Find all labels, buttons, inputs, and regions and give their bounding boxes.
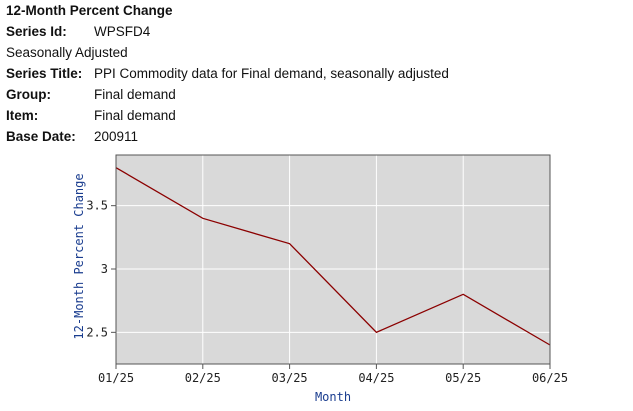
y-tick-label: 3.5 (86, 199, 108, 213)
series-line (115, 167, 551, 346)
item-label: Item: (6, 108, 39, 123)
y-axis-title: 12-Month Percent Change (72, 173, 86, 339)
series-title-value: PPI Commodity data for Final demand, sea… (94, 66, 449, 81)
axis-ticks: 01/25 02/25 03/25 04/25 05/25 06/25 2.5 3 3.5 (86, 199, 568, 385)
plot-frame (115, 154, 551, 365)
series-info: 12-Month Percent Change Series Id: WPSFD… (6, 0, 449, 147)
item-value: Final demand (94, 108, 176, 123)
chart-page-title: 12-Month Percent Change (6, 3, 173, 18)
plot-area (116, 155, 550, 364)
y-tick-label: 3 (101, 262, 108, 276)
x-tick-label: 02/25 (185, 371, 221, 385)
x-axis-title: Month (315, 390, 351, 404)
series-id-value: WPSFD4 (94, 24, 151, 39)
group-value: Final demand (94, 87, 176, 102)
series-title-label: Series Title: (6, 66, 83, 81)
base-date-value: 200911 (94, 129, 139, 144)
grid-lines (116, 155, 550, 364)
y-tick-label: 2.5 (86, 325, 108, 339)
series-title-row: Series Title: PPI Commodity data for Fin… (6, 63, 449, 84)
seasonal-adjustment-text: Seasonally Adjusted (6, 45, 128, 60)
x-tick-label: 05/25 (445, 371, 481, 385)
x-tick-label: 04/25 (358, 371, 394, 385)
x-tick-label: 03/25 (272, 371, 308, 385)
item-row: Item: Final demand (6, 105, 449, 126)
x-tick-label: 01/25 (98, 371, 134, 385)
series-id-label: Series Id: (6, 24, 67, 39)
group-row: Group: Final demand (6, 84, 449, 105)
base-date-row: Base Date: 200911 (6, 126, 449, 147)
base-date-label: Base Date: (6, 129, 76, 144)
x-tick-label: 06/25 (532, 371, 568, 385)
series-id-row: Series Id: WPSFD4 (6, 21, 449, 42)
group-label: Group: (6, 87, 51, 102)
